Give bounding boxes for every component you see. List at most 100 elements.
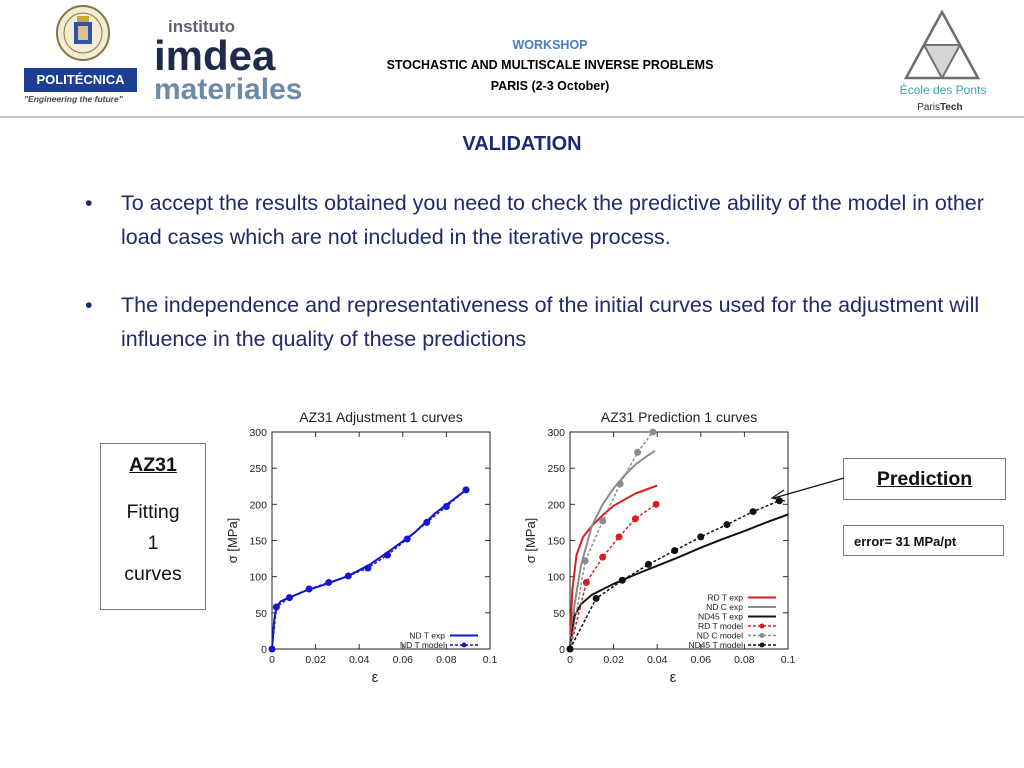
- legend-label: ND T exp: [409, 631, 445, 641]
- x-tick-label: 0.06: [393, 654, 414, 666]
- y-tick-label: 250: [547, 463, 565, 475]
- data-point: [566, 645, 574, 653]
- data-point: [272, 603, 280, 611]
- imdea-materiales-logo: instituto imdea materiales: [154, 17, 302, 102]
- legend-marker: [461, 642, 467, 648]
- svg-text:Tech: Tech: [940, 102, 963, 113]
- workshop-name: STOCHASTIC AND MULTISCALE INVERSE PROBLE…: [386, 58, 714, 72]
- bullet-marker: •: [85, 191, 93, 215]
- chart-title: AZ31 Prediction 1 curves: [601, 409, 757, 425]
- data-point: [616, 480, 624, 488]
- series-line: [569, 513, 789, 650]
- legend-marker: [759, 623, 765, 629]
- svg-text:instituto: instituto: [168, 17, 235, 36]
- series-line: [569, 503, 657, 650]
- bullet-item: • The independence and representativenes…: [85, 288, 985, 356]
- series-nd-c-exp: [569, 449, 656, 650]
- data-point: [268, 645, 276, 653]
- series-nd45-t-model: [566, 497, 783, 653]
- chart-title: AZ31 Adjustment 1 curves: [299, 409, 462, 425]
- data-point: [723, 521, 731, 529]
- data-point: [364, 564, 372, 572]
- az31-title: AZ31: [129, 454, 177, 476]
- data-point: [442, 503, 450, 511]
- data-point: [582, 578, 590, 586]
- data-point: [644, 560, 652, 568]
- data-point: [592, 594, 600, 602]
- y-tick-label: 100: [547, 572, 565, 584]
- x-tick-label: 0.1: [483, 654, 498, 666]
- data-point: [599, 517, 607, 525]
- x-tick-label: 0.06: [691, 654, 712, 666]
- x-tick-label: 0: [567, 654, 573, 666]
- bullet-text: The independence and representativeness …: [121, 293, 980, 351]
- legend-label: ND T model: [400, 640, 445, 650]
- series-nd-c-model: [566, 428, 657, 653]
- y-tick-label: 50: [553, 608, 565, 620]
- y-axis-label: σ [MPa]: [225, 518, 240, 564]
- data-point: [599, 553, 607, 561]
- svg-text:imdea: imdea: [154, 32, 276, 79]
- data-point: [631, 515, 639, 523]
- data-point: [697, 533, 705, 541]
- bullet-marker: •: [85, 293, 93, 317]
- bullet-text: To accept the results obtained you need …: [121, 191, 984, 249]
- y-tick-label: 300: [547, 427, 565, 439]
- series-nd45-t-exp: [569, 513, 789, 650]
- y-tick-label: 0: [559, 644, 565, 656]
- x-axis-label: ε: [670, 669, 677, 685]
- x-tick-label: 0.04: [349, 654, 370, 666]
- slide-title: VALIDATION: [462, 133, 582, 155]
- x-tick-label: 0.1: [781, 654, 796, 666]
- y-tick-label: 300: [249, 427, 267, 439]
- upm-seal-logo: [56, 5, 110, 61]
- series-line: [569, 500, 780, 650]
- data-point: [618, 576, 626, 584]
- data-point: [649, 428, 657, 436]
- data-point: [652, 500, 660, 508]
- header-divider: [0, 116, 1024, 118]
- bullet-item: • To accept the results obtained you nee…: [85, 186, 985, 254]
- legend-label: ND C exp: [706, 602, 743, 612]
- y-tick-label: 100: [249, 572, 267, 584]
- az31-line-curves: curves: [124, 563, 182, 585]
- data-point: [305, 585, 313, 593]
- az31-fitting-box: AZ31 Fitting 1 curves: [100, 443, 206, 610]
- y-axis-label: σ [MPa]: [523, 518, 538, 564]
- data-point: [344, 572, 352, 580]
- upm-tagline: "Engineering the future": [24, 94, 123, 104]
- y-tick-label: 200: [547, 499, 565, 511]
- legend-label: ND C model: [697, 631, 743, 641]
- plot-frame: [569, 431, 789, 650]
- data-point: [749, 508, 757, 516]
- legend-label: ND45 T exp: [698, 612, 743, 622]
- prediction-callout-arrow: [770, 477, 845, 502]
- legend-label: RD T exp: [707, 593, 743, 603]
- svg-text:Paris: Paris: [917, 102, 940, 113]
- prediction-chart: AZ31 Prediction 1 curves 0 50 100 150 200 250 3…: [523, 409, 796, 685]
- data-point: [671, 547, 679, 555]
- data-point: [325, 578, 333, 586]
- data-point: [581, 557, 589, 565]
- y-tick-label: 250: [249, 463, 267, 475]
- svg-text:materiales: materiales: [154, 73, 302, 102]
- workshop-location: PARIS (2-3 October): [490, 79, 610, 93]
- data-point: [615, 533, 623, 541]
- x-tick-label: 0.08: [436, 654, 457, 666]
- data-point: [384, 551, 392, 559]
- data-point: [462, 486, 470, 494]
- error-label-box: error= 31 MPa/pt: [843, 525, 1004, 556]
- upm-banner: POLITÉCNICA: [24, 68, 137, 92]
- ecole-des-ponts-logo: École des Ponts Paris Tech: [900, 9, 987, 113]
- data-point: [423, 518, 431, 526]
- legend-label: ND45 T model: [689, 640, 744, 650]
- y-tick-label: 200: [249, 499, 267, 511]
- workshop-label: WORKSHOP: [512, 38, 588, 52]
- plot-frame: [271, 431, 491, 650]
- x-tick-label: 0.08: [734, 654, 755, 666]
- data-point: [285, 594, 293, 602]
- data-point: [403, 535, 411, 543]
- svg-text:École des Ponts: École des Ponts: [900, 82, 987, 97]
- x-tick-label: 0.04: [647, 654, 668, 666]
- adjustment-chart: AZ31 Adjustment 1 curves 0 50 100 150 200 250 3…: [225, 409, 498, 685]
